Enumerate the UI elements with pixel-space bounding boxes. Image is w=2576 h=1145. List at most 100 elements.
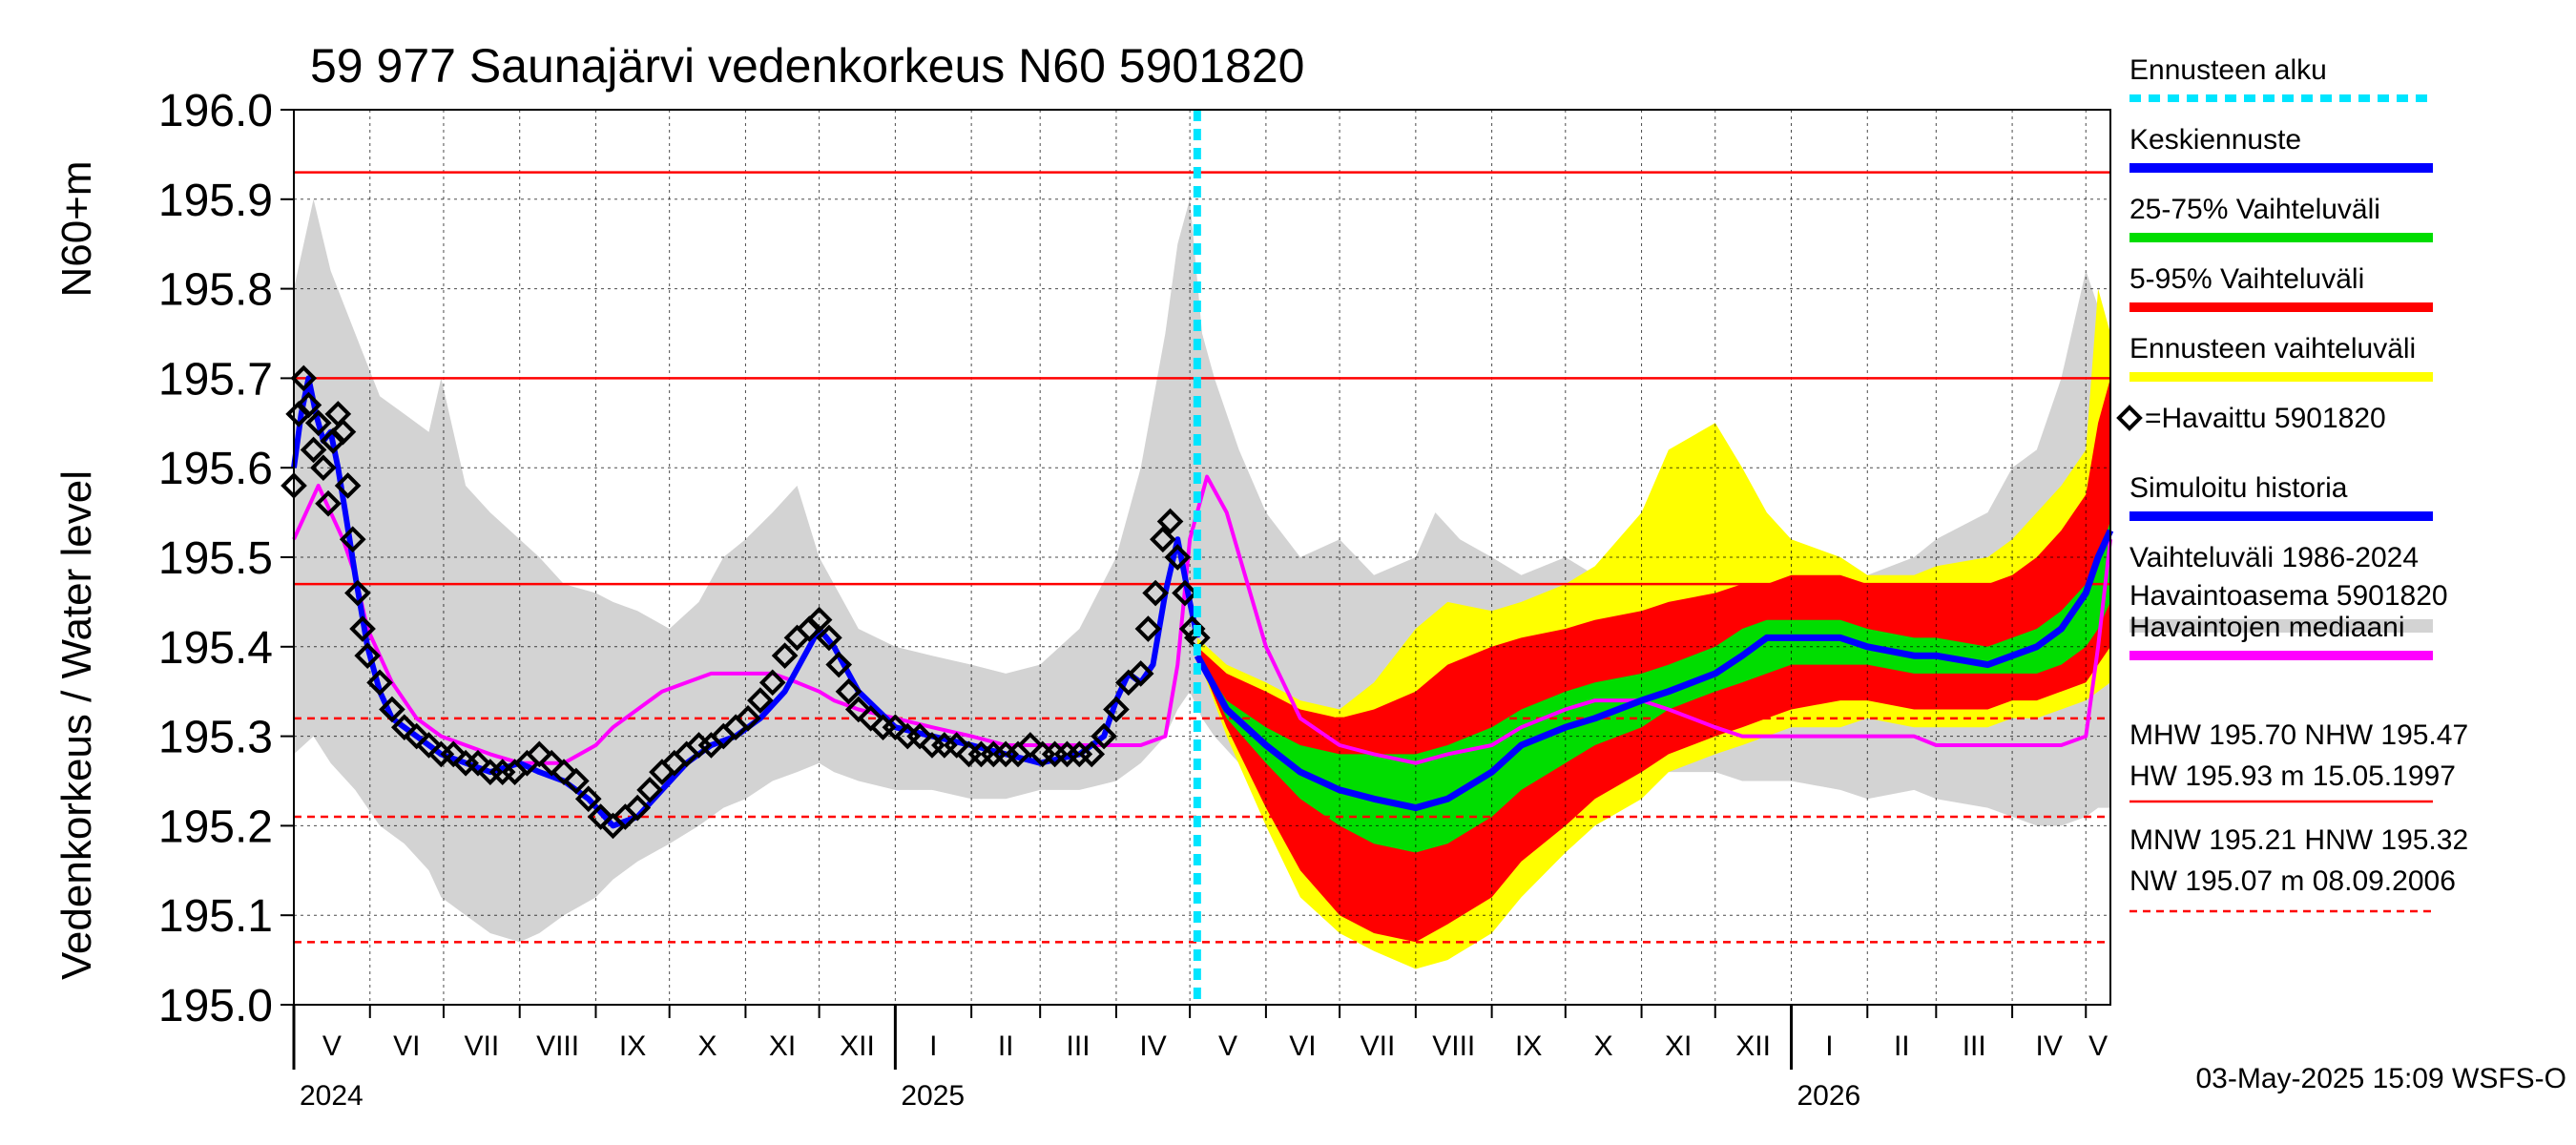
observed-point xyxy=(758,669,786,697)
observed-point xyxy=(304,409,332,437)
month-label: XII xyxy=(1735,1030,1771,1062)
observed-point xyxy=(636,777,663,803)
observed-point xyxy=(816,624,842,652)
statistics-block: MHW 195.70 NHW 195.47 HW 195.93 m 15.05.… xyxy=(2129,719,2468,913)
observed-point xyxy=(1017,732,1044,759)
legend-marker xyxy=(2116,405,2143,431)
y-axis-label: Vedenkorkeus / Water level xyxy=(53,470,100,980)
year-label: 2025 xyxy=(901,1080,965,1112)
observed-point xyxy=(624,794,652,822)
observed-point xyxy=(844,696,872,723)
month-label: VI xyxy=(393,1030,420,1062)
band-25-75-vaihteluv-li xyxy=(1196,521,2110,853)
y-tick-label: 195.8 xyxy=(158,265,273,316)
month-label: VI xyxy=(1289,1030,1316,1062)
observed-point xyxy=(747,687,774,714)
observed-point xyxy=(943,732,970,759)
observed-point xyxy=(735,705,761,732)
y-tick-label: 195.9 xyxy=(158,176,273,226)
stats-line-2: HW 195.93 m 15.05.1997 xyxy=(2129,760,2456,792)
observed-point xyxy=(440,740,467,768)
observed-point xyxy=(835,677,862,705)
observed-point xyxy=(415,732,443,759)
observed-point xyxy=(379,696,405,723)
observed-point xyxy=(526,740,553,768)
observed-point xyxy=(349,615,376,642)
stats-line-3: MNW 195.21 HNW 195.32 xyxy=(2129,824,2468,856)
legend-label: Keskiennuste xyxy=(2129,124,2301,156)
observed-point xyxy=(551,759,577,785)
month-label: II xyxy=(1894,1030,1910,1062)
observed-point xyxy=(465,749,491,777)
observed-point xyxy=(805,606,833,634)
observed-point xyxy=(587,803,614,830)
legend-label: Havaintojen mediaani xyxy=(2129,612,2405,643)
observed-point xyxy=(1103,696,1130,723)
year-label: 2024 xyxy=(300,1080,364,1112)
y-axis-unit: N60+m xyxy=(53,160,100,297)
month-label: XI xyxy=(1665,1030,1692,1062)
month-label: VIII xyxy=(1432,1030,1475,1062)
plot-area xyxy=(280,109,2114,1006)
y-tick-label: 195.5 xyxy=(158,533,273,584)
legend-label: Havaintoasema 5901820 xyxy=(2129,580,2448,612)
legend-label: 25-75% Vaihteluväli xyxy=(2129,194,2380,225)
observed-point xyxy=(354,642,382,670)
observed-point xyxy=(339,526,366,553)
observed-point xyxy=(300,436,327,464)
observed-point xyxy=(906,722,933,750)
year-label: 2026 xyxy=(1797,1080,1861,1112)
legend-label: =Havaittu 5901820 xyxy=(2145,403,2386,434)
observed-point xyxy=(403,722,430,750)
observed-point xyxy=(334,472,362,499)
legend-label: 5-95% Vaihteluväli xyxy=(2129,263,2364,295)
y-tick-label: 195.7 xyxy=(158,354,273,405)
observed-point xyxy=(390,714,418,741)
y-tick-label: 195.3 xyxy=(158,713,273,763)
observed-point xyxy=(1156,508,1184,535)
observed-point xyxy=(295,391,322,419)
chart-title: 59 977 Saunajärvi vedenkorkeus N60 59018… xyxy=(310,39,1304,93)
observed-point xyxy=(366,669,393,697)
stats-line-1: MHW 195.70 NHW 195.47 xyxy=(2129,719,2468,751)
month-label: V xyxy=(1218,1030,1237,1062)
observed-point xyxy=(825,651,853,678)
footer-timestamp: 03-May-2025 15:09 WSFS-O xyxy=(2196,1063,2567,1094)
y-tick-label: 195.1 xyxy=(158,891,273,942)
legend-label: Simuloitu historia xyxy=(2129,472,2348,504)
observed-point xyxy=(290,364,318,392)
month-label: I xyxy=(929,1030,937,1062)
observed-point xyxy=(329,418,357,446)
month-label: V xyxy=(322,1030,342,1062)
month-label: II xyxy=(998,1030,1014,1062)
y-tick-label: 195.2 xyxy=(158,802,273,852)
month-label: IV xyxy=(2035,1030,2062,1062)
observed-point xyxy=(882,714,909,741)
observed-point xyxy=(1091,722,1117,750)
line-keskiennuste xyxy=(1194,529,2114,812)
observed-point xyxy=(1078,740,1106,768)
y-tick-label: 196.0 xyxy=(158,86,273,136)
observed-point xyxy=(1134,615,1162,642)
observed-point xyxy=(1150,526,1176,553)
y-tick-label: 195.6 xyxy=(158,444,273,494)
month-label: X xyxy=(1594,1030,1613,1062)
observed-point xyxy=(563,767,590,795)
month-label: IV xyxy=(1139,1030,1166,1062)
observed-point xyxy=(857,705,884,732)
month-label: V xyxy=(2088,1030,2108,1062)
observed-point xyxy=(315,489,342,517)
legend-label: Vaihteluväli 1986-2024 xyxy=(2129,542,2419,573)
observed-point xyxy=(771,642,799,670)
month-label: VII xyxy=(464,1030,499,1062)
month-label: XI xyxy=(769,1030,796,1062)
observed-point xyxy=(538,749,565,777)
y-tick-label: 195.4 xyxy=(158,623,273,674)
month-label: III xyxy=(1067,1030,1091,1062)
month-label: IX xyxy=(1515,1030,1542,1062)
observed-point xyxy=(1142,579,1169,607)
stats-line-4: NW 195.07 m 08.09.2006 xyxy=(2129,865,2456,897)
line-havaintojen-mediaani xyxy=(292,474,2112,765)
month-label: IX xyxy=(619,1030,646,1062)
